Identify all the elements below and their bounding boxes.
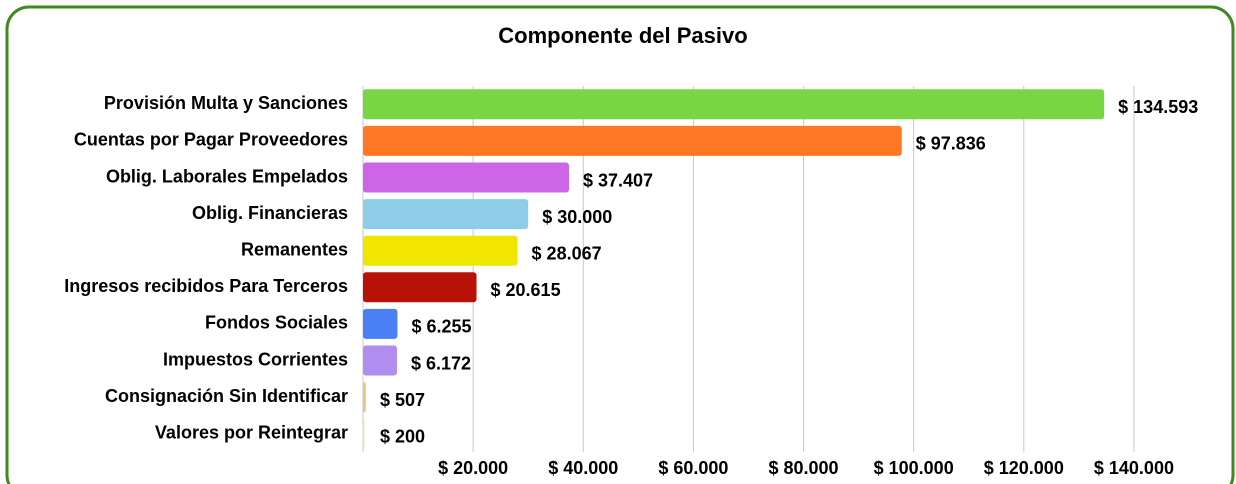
value-label: $ 507	[380, 390, 425, 410]
y-tick-label: Provisión Multa y Sanciones	[104, 93, 348, 113]
y-tick-label: Remanentes	[241, 239, 348, 259]
chart-frame	[5, 5, 1235, 484]
bar	[363, 272, 477, 303]
y-tick-label: Ingresos recibidos Para Terceros	[64, 276, 348, 296]
bar	[363, 235, 518, 266]
y-tick-label: Impuestos Corrientes	[163, 349, 348, 369]
x-tick-label: $ 40.000	[548, 458, 618, 478]
value-label: $ 28.067	[532, 243, 602, 263]
y-tick-label: Cuentas por Pagar Proveedores	[74, 130, 348, 150]
y-tick-label: Consignación Sin Identificar	[105, 386, 348, 406]
bar	[363, 162, 569, 193]
x-tick-label: $ 140.000	[1094, 458, 1174, 478]
value-label: $ 97.836	[916, 134, 986, 154]
x-tick-label: $ 120.000	[984, 458, 1064, 478]
bar	[363, 382, 366, 413]
value-label: $ 134.593	[1118, 97, 1198, 117]
value-label: $ 200	[380, 426, 425, 446]
bar	[363, 418, 365, 449]
y-tick-label: Oblig. Financieras	[192, 203, 348, 223]
x-tick-label: $ 60.000	[658, 458, 728, 478]
x-tick-label: $ 80.000	[768, 458, 838, 478]
y-tick-label: Fondos Sociales	[205, 313, 348, 333]
bar	[363, 199, 529, 230]
bar	[363, 345, 397, 376]
bar	[363, 89, 1105, 120]
value-label: $ 6.255	[411, 317, 471, 337]
value-label: $ 30.000	[542, 207, 612, 227]
x-tick-label: $ 20.000	[438, 458, 508, 478]
y-tick-label: Valores por Reintegrar	[155, 422, 348, 442]
x-tick-label: $ 100.000	[874, 458, 954, 478]
y-tick-label: Oblig. Laborales Empelados	[106, 166, 348, 186]
chart-title: Componente del Pasivo	[498, 23, 747, 48]
bar	[363, 125, 902, 156]
bar	[363, 308, 398, 339]
value-label: $ 6.172	[411, 353, 471, 373]
value-label: $ 37.407	[583, 170, 653, 190]
value-label: $ 20.615	[491, 280, 561, 300]
